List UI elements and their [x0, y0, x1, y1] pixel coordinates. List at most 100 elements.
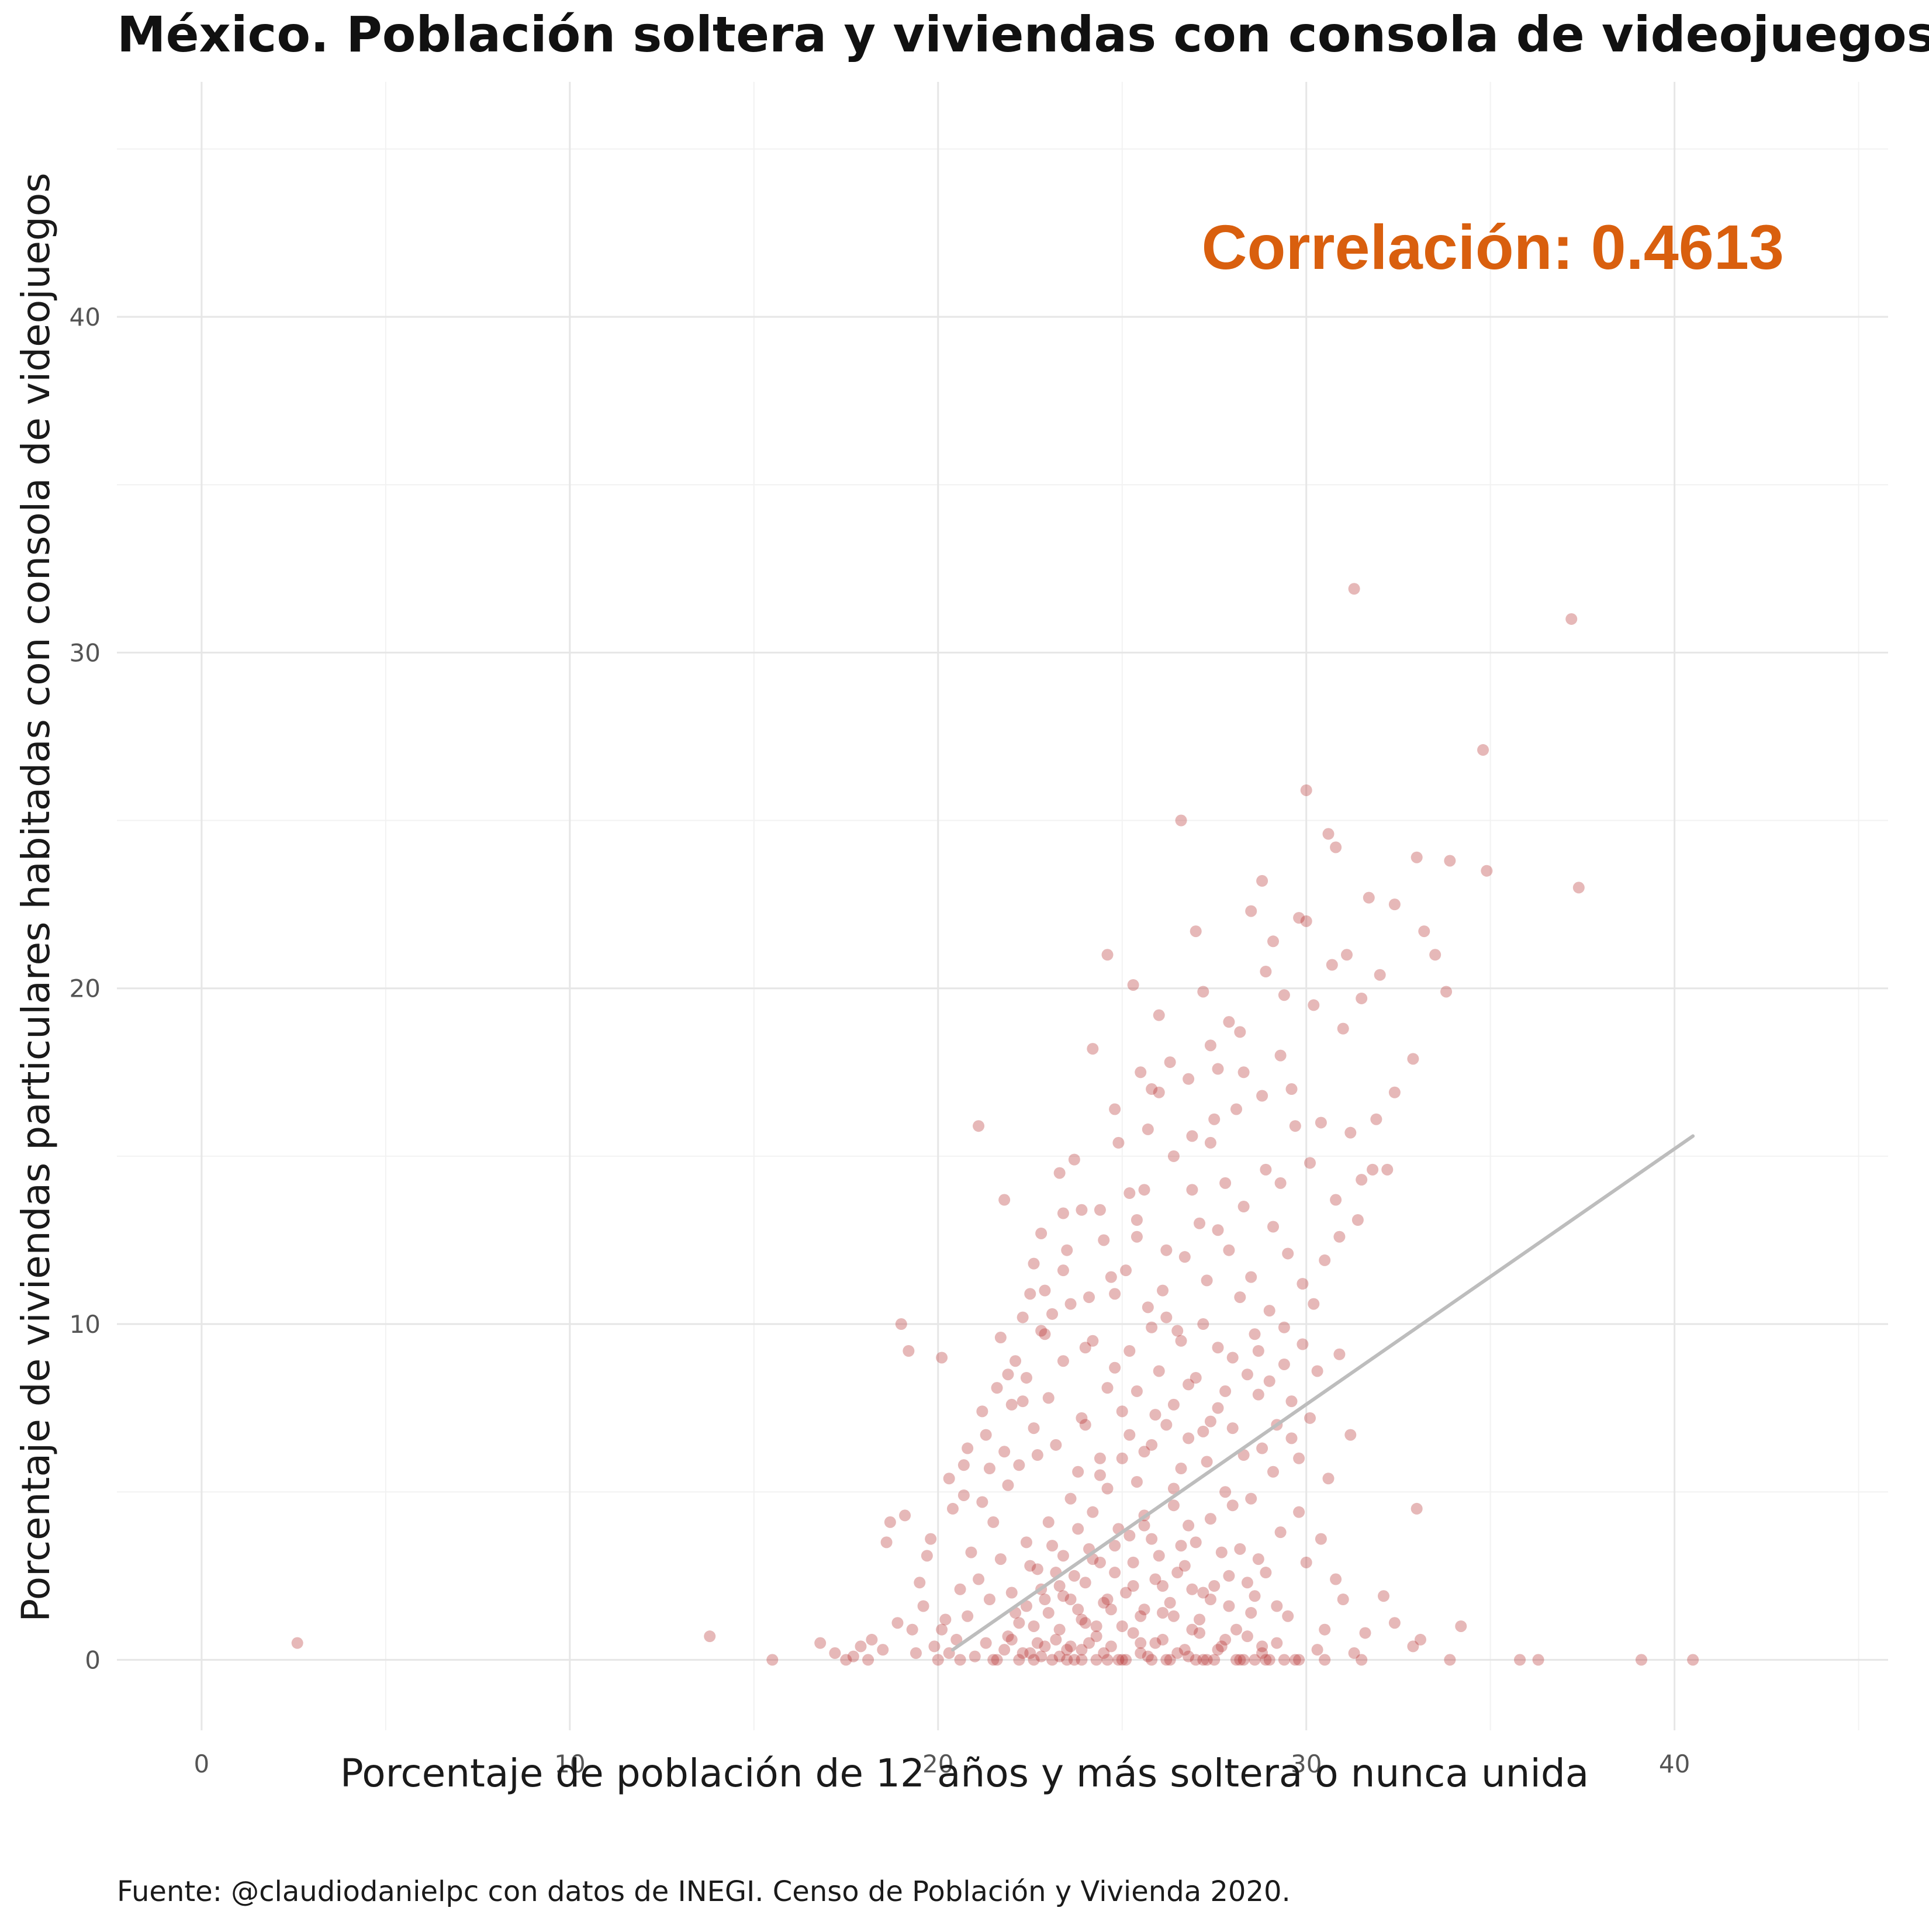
scatter-point [1123, 1187, 1136, 1200]
scatter-point [1164, 1056, 1176, 1069]
scatter-point [1142, 1650, 1154, 1663]
scatter-point [1105, 1603, 1117, 1616]
scatter-point [1042, 1392, 1055, 1404]
scatter-point [1215, 1546, 1228, 1558]
scatter-point [1278, 989, 1290, 1001]
scatter-point [1344, 1126, 1357, 1139]
scatter-point [1370, 1113, 1382, 1125]
scatter-point [1160, 1419, 1173, 1431]
scatter-point [1116, 1654, 1128, 1666]
scatter-point [991, 1382, 1003, 1394]
scatter-point [1105, 1271, 1117, 1283]
scatter-point [1050, 1633, 1062, 1646]
scatter-point [1120, 1587, 1132, 1599]
scatter-point [1263, 1305, 1275, 1317]
scatter-point [1289, 1120, 1301, 1132]
scatter-point [1388, 1617, 1401, 1629]
scatter-point [1024, 1647, 1036, 1659]
scatter-point [1444, 855, 1456, 867]
scatter-point [1252, 1345, 1264, 1357]
scatter-point [1219, 1177, 1232, 1189]
scatter-point [1090, 1654, 1102, 1666]
scatter-point [1178, 1251, 1191, 1263]
scatter-point [1297, 1278, 1309, 1290]
scatter-point [1183, 1432, 1195, 1444]
scatter-point [1057, 1550, 1069, 1562]
scatter-point [1098, 1647, 1110, 1659]
scatter-point [1020, 1536, 1032, 1549]
scatter-point [914, 1577, 926, 1589]
scatter-point [1363, 891, 1375, 904]
scatter-point [1068, 1570, 1080, 1582]
scatter-point [1076, 1644, 1088, 1656]
scatter-point [1315, 1117, 1327, 1129]
scatter-point [946, 1502, 959, 1515]
scatter-point [1028, 1654, 1040, 1666]
scatter-point [1175, 1335, 1187, 1347]
scatter-point [957, 1459, 970, 1471]
scatter-point [1057, 1264, 1069, 1277]
scatter-point [1481, 865, 1493, 877]
scatter-point [1337, 1022, 1349, 1035]
scatter-point [1160, 1311, 1173, 1323]
scatter-point [1031, 1449, 1043, 1461]
scatter-point [1135, 1637, 1147, 1649]
scatter-point [1252, 1553, 1264, 1565]
scatter-point [1076, 1613, 1088, 1626]
scatter-point [1135, 1066, 1147, 1079]
scatter-point [1285, 1083, 1298, 1095]
scatter-point [1167, 1150, 1180, 1162]
scatter-point [1282, 1610, 1294, 1622]
scatter-point [1094, 1469, 1106, 1481]
scatter-point [932, 1654, 944, 1666]
scatter-point [1068, 1654, 1080, 1666]
scatter-point [1267, 1221, 1280, 1233]
scatter-point [1135, 1647, 1147, 1659]
scatter-point [983, 1463, 995, 1475]
scatter-point [1215, 1640, 1228, 1653]
scatter-point [1263, 1375, 1275, 1387]
scatter-point [1146, 1654, 1158, 1666]
chart-caption: Fuente: @claudiodanielpc con datos de IN… [117, 1875, 1291, 1908]
x-tick-label: 40 [1659, 1750, 1690, 1778]
scatter-point [994, 1332, 1007, 1344]
scatter-point [1116, 1620, 1128, 1632]
scatter-point [925, 1533, 937, 1545]
scatter-point [1112, 1654, 1125, 1666]
scatter-point [1274, 1049, 1287, 1062]
scatter-point [1164, 1654, 1176, 1666]
scatter-point [1263, 1654, 1275, 1666]
scatter-point [1514, 1654, 1526, 1666]
scatter-point [1090, 1630, 1102, 1643]
scatter-point [1039, 1328, 1051, 1340]
scatter-point [1186, 1583, 1198, 1595]
scatter-point [1131, 1214, 1143, 1226]
scatter-point [1157, 1606, 1169, 1619]
scatter-point [1142, 1123, 1154, 1135]
scatter-point [1308, 999, 1320, 1011]
scatter-point [1131, 1231, 1143, 1243]
scatter-point [1237, 1654, 1250, 1666]
y-tick-label: 10 [70, 1310, 101, 1339]
scatter-point [1204, 1415, 1216, 1428]
scatter-point [1127, 1580, 1139, 1592]
scatter-point [1101, 1382, 1114, 1394]
scatter-point [1153, 1365, 1165, 1377]
scatter-point [1039, 1640, 1051, 1653]
scatter-point [903, 1345, 915, 1357]
scatter-point [1333, 1348, 1346, 1360]
scatter-point [1160, 1244, 1173, 1256]
scatter-point [880, 1536, 893, 1549]
scatter-point [1072, 1466, 1084, 1478]
scatter-point [1237, 1066, 1250, 1079]
scatter-point [969, 1650, 981, 1663]
scatter-point [1020, 1371, 1032, 1384]
scatter-point [1046, 1654, 1059, 1666]
scatter-point [1131, 1475, 1143, 1488]
scatter-point [1024, 1560, 1036, 1572]
scatter-point [954, 1654, 966, 1666]
scatter-point [1020, 1600, 1032, 1612]
scatter-point [1175, 814, 1187, 827]
scatter-point [965, 1546, 977, 1558]
scatter-point [1204, 1136, 1216, 1149]
